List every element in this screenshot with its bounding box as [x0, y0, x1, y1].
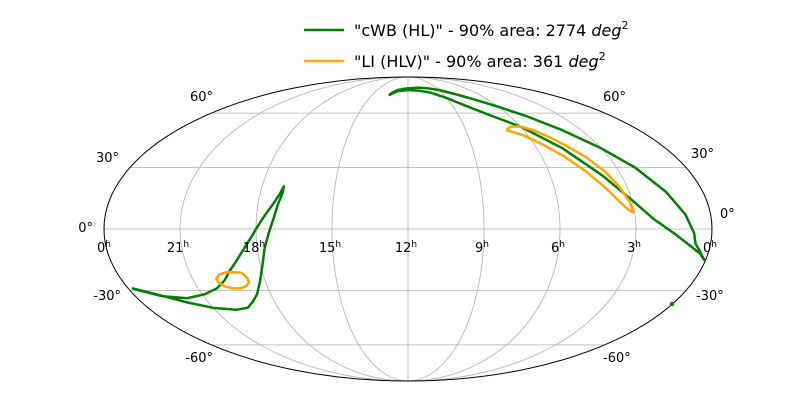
y-tick-label-left: -30°	[93, 289, 121, 304]
x-tick-label: 12h	[395, 240, 417, 256]
series-0-contour-a	[131, 185, 286, 311]
y-tick-label-right: 60°	[603, 90, 626, 105]
y-tick-label-left: 0°	[78, 221, 93, 236]
grid-layer	[104, 76, 712, 382]
y-tick-label-right: 0°	[720, 207, 735, 222]
tick-layer: 0h 21h 18h 15h 12h 9h 6h 3h 0h 60° 60° 30° 30° 0° 0° -3…	[78, 90, 735, 366]
x-tick-label: 0h	[703, 240, 717, 256]
legend-label: "LI (HLV)" - 90% area: 361 deg2	[354, 50, 606, 71]
x-tick-label: 9h	[475, 240, 489, 256]
map-border	[103, 76, 713, 382]
y-tick-label-left: 60°	[190, 90, 213, 105]
legend: "cWB (HL)" - 90% area: 2774 deg2 "LI (HLV…	[304, 19, 629, 71]
series-1-contour-a	[505, 125, 635, 214]
x-tick-label: 0h	[97, 240, 111, 256]
series-layer	[131, 86, 706, 311]
y-tick-label-right: -60°	[603, 351, 631, 366]
x-tick-label: 18h	[243, 240, 265, 256]
legend-label: "cWB (HL)" - 90% area: 2774 deg2	[354, 19, 629, 40]
series-0-contour-fragment	[669, 301, 675, 307]
series-0-contour-b	[388, 86, 706, 262]
y-tick-label-right: 30°	[691, 147, 714, 162]
x-tick-label: 6h	[551, 240, 565, 256]
y-tick-label-left: 30°	[96, 151, 119, 166]
x-tick-label: 15h	[319, 240, 341, 256]
x-tick-label: 21h	[167, 240, 189, 256]
y-tick-label-right: -30°	[696, 289, 724, 304]
y-tick-label-left: -60°	[185, 351, 213, 366]
series-1-contour-b	[215, 271, 251, 290]
x-tick-label: 3h	[627, 240, 641, 256]
